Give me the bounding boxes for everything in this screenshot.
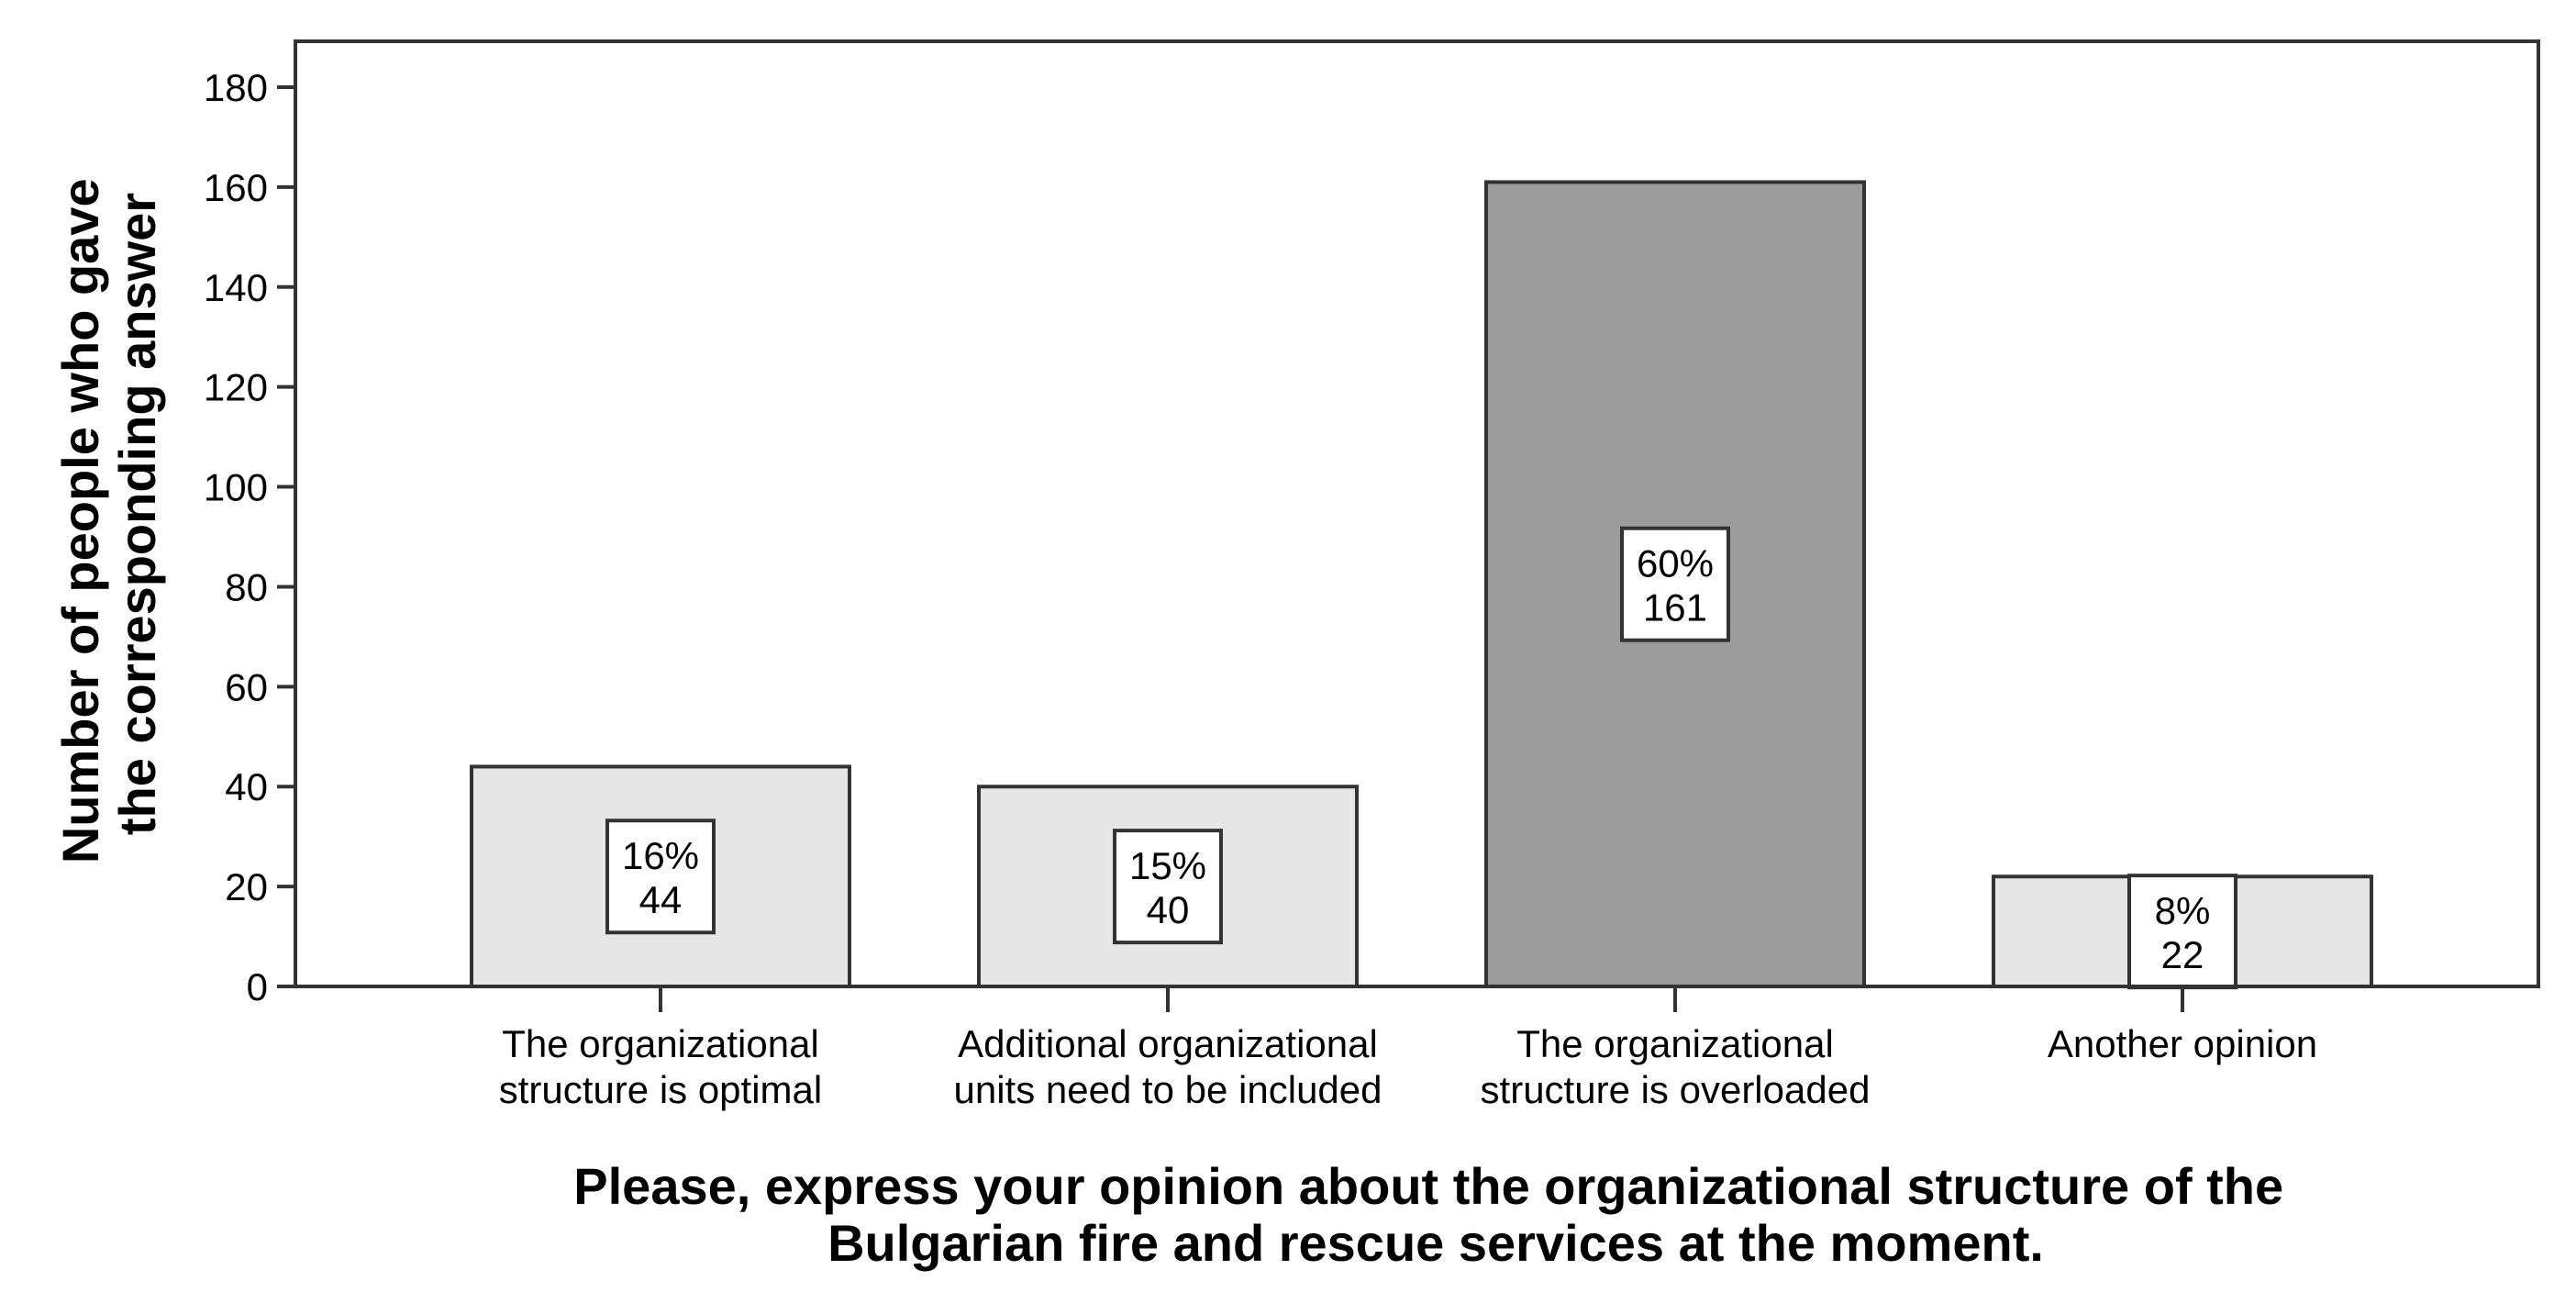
y-tick-label: 100 — [204, 466, 268, 509]
data-label-percent: 16% — [622, 834, 699, 877]
y-tick-label: 140 — [204, 266, 268, 309]
y-axis-title: Number of people who gave the correspond… — [51, 164, 166, 863]
x-axis-title-line-1: Please, express your opinion about the o… — [573, 1157, 2283, 1215]
x-axis-title: Please, express your opinion about the o… — [573, 1157, 2297, 1272]
data-label-percent: 60% — [1637, 542, 1714, 585]
y-tick-label: 160 — [204, 166, 268, 209]
x-category-label: structure is overloaded — [1481, 1068, 1871, 1111]
x-category-label: structure is optimal — [499, 1068, 822, 1111]
y-tick-label: 180 — [204, 66, 268, 109]
x-category-label: The organizational — [1516, 1022, 1834, 1065]
data-label-value: 40 — [1147, 888, 1190, 931]
data-label-percent: 8% — [2155, 889, 2211, 932]
y-tick-label: 20 — [225, 865, 268, 908]
y-tick-label: 60 — [225, 665, 268, 708]
x-axis-title-line-2: Bulgarian fire and rescue services at th… — [827, 1214, 2044, 1272]
x-category-label: units need to be included — [953, 1068, 1382, 1111]
y-tick-label: 40 — [225, 765, 268, 808]
x-category-label: Additional organizational — [958, 1022, 1378, 1065]
x-category-label: The organizational — [502, 1022, 819, 1065]
data-label-box — [605, 819, 716, 935]
y-axis-title-line-2: the corresponding answer — [108, 193, 166, 835]
bars: 16%44 15%40 60%161 8%22 — [470, 180, 2373, 990]
data-label-value: 44 — [639, 878, 683, 921]
data-label-box — [1113, 829, 1223, 945]
data-label-percent: 15% — [1129, 844, 1206, 887]
x-category-label: Another opinion — [2048, 1022, 2317, 1065]
y-axis-title-line-1: Number of people who gave — [51, 178, 109, 863]
y-tick-label: 0 — [247, 965, 268, 1008]
data-label-box — [1620, 526, 1730, 642]
y-tick-label: 120 — [204, 366, 268, 409]
data-label-value: 22 — [2161, 933, 2204, 976]
y-tick-label: 80 — [225, 565, 268, 608]
y-axis: 0 20 40 60 80 100 120 140 160 180 — [204, 41, 297, 1008]
data-label-value: 161 — [1643, 586, 1707, 629]
data-label-box — [2127, 874, 2237, 990]
